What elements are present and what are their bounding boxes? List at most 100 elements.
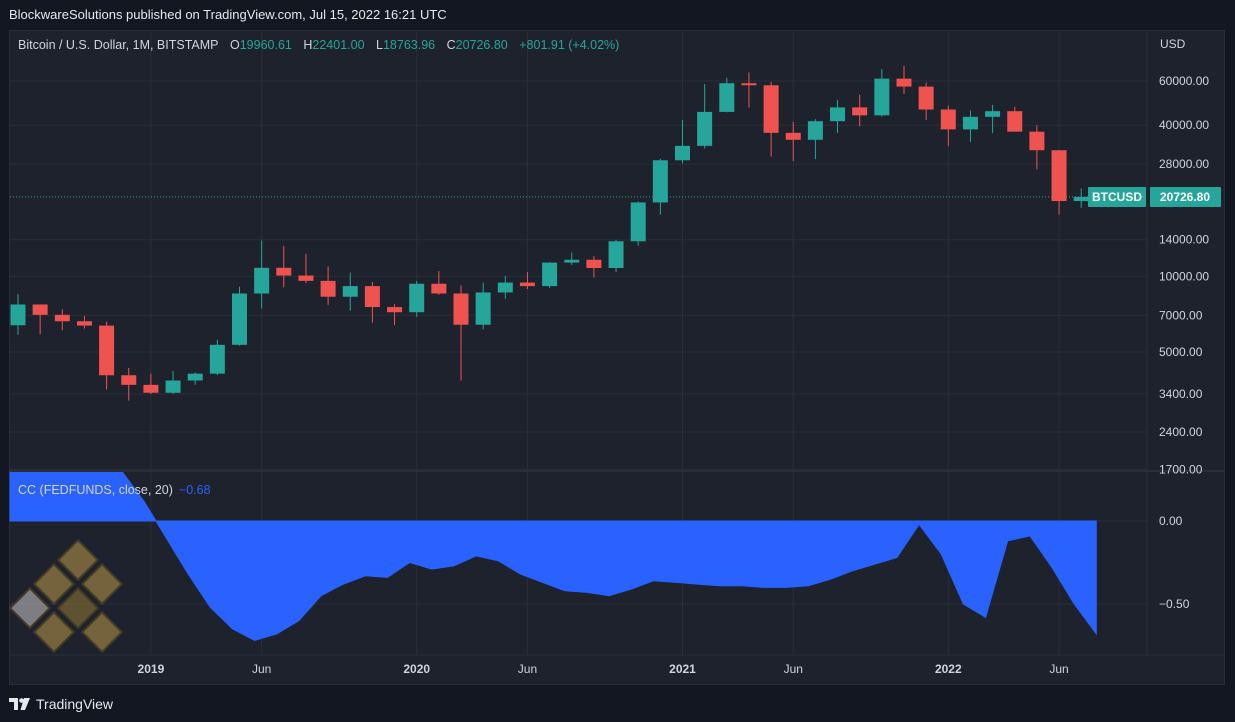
candle [209,339,225,375]
candle [54,309,70,331]
price-tick-label: 1700.00 [1159,463,1203,477]
symbol-name: Bitcoin / U.S. Dollar, 1M, BITSTAMP [18,38,219,52]
indicator-name: CC (FEDFUNDS, close, 20) [18,483,173,497]
indicator-tick-label: −0.50 [1159,597,1190,611]
candle [431,271,447,295]
indicator-legend[interactable]: CC (FEDFUNDS, close, 20) −0.68 [18,483,211,497]
candle-body [519,282,535,287]
footer-brand[interactable]: TradingView [9,696,113,712]
candle-body [741,83,757,86]
candle-body [785,132,801,140]
candle [364,282,380,323]
candle [940,105,956,146]
price-tick-label: 5000.00 [1159,345,1203,359]
indicator-tick-label: 0.00 [1159,514,1183,528]
last-price-tag: BTCUSD 20726.80 [1088,187,1221,207]
price-tick-label: 40000.00 [1159,118,1209,132]
candle-body [165,380,181,393]
price-tick-label: 2400.00 [1159,425,1203,439]
candle [187,372,203,385]
candle [254,240,270,309]
candle-body [76,321,92,326]
candle-body [652,160,668,203]
symbol-legend[interactable]: Bitcoin / U.S. Dollar, 1M, BITSTAMP O199… [18,38,619,52]
candle-body [121,375,137,385]
price-tick-label: 28000.00 [1159,157,1209,171]
candle [1029,125,1045,170]
candle [121,367,137,401]
candle [298,253,314,284]
candle [985,104,1001,134]
candle-body [564,259,580,263]
candle-body [409,283,425,313]
candle [519,272,535,290]
indicator-axis[interactable]: 0.00 −0.50 [1159,514,1190,611]
price-tick-label: 3400.00 [1159,387,1203,401]
indicator-value: −0.68 [178,483,211,497]
candle-body [586,259,602,269]
candle-body [475,292,491,325]
candle-body [232,293,247,345]
candle [320,266,336,305]
candle-body [143,384,159,393]
candle-body [852,107,868,116]
candle-body [697,111,713,146]
candle [874,68,890,117]
candle [785,121,801,162]
candle [1051,149,1067,215]
candle-body [254,267,270,294]
candle-body [431,283,447,294]
last-price-value: 20726.80 [1160,190,1210,204]
candle [586,256,602,278]
candle [497,275,513,299]
currency-label: USD [1160,37,1186,51]
candle [475,282,491,330]
candle [99,321,115,390]
tradingview-logo-icon [9,698,30,710]
candle [1073,188,1089,208]
candle-body [298,275,314,281]
candle-body [940,109,956,130]
candle [807,119,823,160]
price-tick-label: 10000.00 [1159,269,1209,283]
time-axis[interactable]: 2019 Jun 2020 Jun 2021 Jun 2022 Jun [138,662,1069,676]
candle-body [985,111,1001,117]
candlestick-series [10,65,1089,401]
close-label: C [446,38,456,52]
publish-header: BlockwareSolutions published on TradingV… [0,0,1235,30]
candle [896,65,912,94]
candle [10,294,26,335]
candle-body [896,78,912,87]
candle [719,77,735,113]
candle-body [32,304,48,315]
change-value: +801.91 (+4.02%) [519,38,620,52]
price-axis[interactable]: 60000.00 40000.00 28000.00 14000.00 10000.00… [1159,74,1209,477]
candle [409,280,425,317]
low-label: L [376,38,383,52]
candle-body [542,262,558,287]
candle-body [918,86,934,110]
time-tick-label: Jun [518,662,537,676]
watermark-logo [8,538,124,654]
candle [76,316,92,329]
high-value: 22401.00 [312,38,365,52]
open-value: 19960.61 [239,38,292,52]
candle [741,72,757,108]
time-tick-label: Jun [784,662,803,676]
candle-body [763,85,779,133]
candle [342,272,358,311]
high-label: H [303,38,313,52]
candle [918,82,934,120]
candle-body [1007,111,1023,132]
time-tick-label: 2020 [403,662,430,676]
candle-body [187,373,203,381]
candle-body [830,107,846,122]
candle [1007,106,1023,132]
candle [542,262,558,288]
candle [608,239,624,273]
candle [232,286,247,346]
candle-body [630,202,646,242]
time-tick-label: 2019 [138,662,165,676]
candle [165,371,181,395]
